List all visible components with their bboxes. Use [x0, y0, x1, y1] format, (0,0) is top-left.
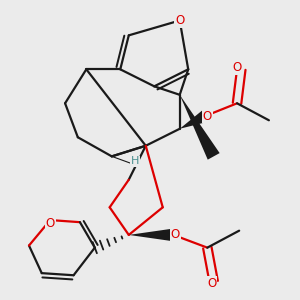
Polygon shape [180, 110, 208, 129]
Text: O: O [203, 110, 212, 122]
Polygon shape [180, 95, 220, 160]
Text: O: O [175, 14, 184, 27]
Text: O: O [207, 277, 216, 290]
Polygon shape [129, 229, 173, 241]
Text: H: H [131, 157, 139, 166]
Text: O: O [232, 61, 242, 74]
Text: O: O [171, 228, 180, 242]
Text: O: O [46, 217, 55, 230]
